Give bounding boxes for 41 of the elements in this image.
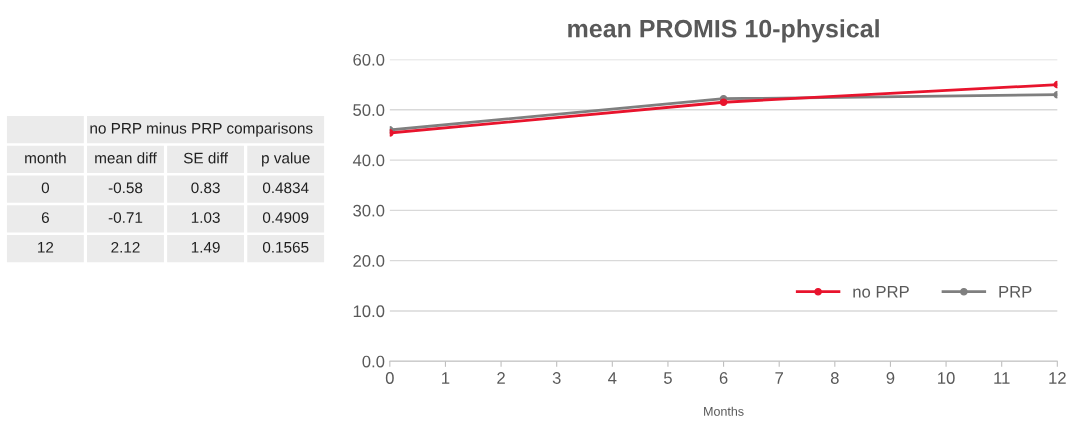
x-axis-title: Months: [704, 406, 744, 416]
text: month: [25, 152, 66, 164]
text: 0.4909: [262, 212, 309, 223]
text: 12: [38, 241, 54, 253]
text: mean diff: [95, 152, 157, 164]
x-tick-label: 5: [663, 372, 672, 384]
text: -0.71: [108, 212, 143, 223]
text: 0.4834: [262, 182, 309, 194]
y-tick-label: 0.0: [362, 355, 385, 368]
x-tick-label: 11: [994, 372, 1010, 384]
y-tick-label: 60.0: [353, 53, 385, 66]
text: 0: [41, 182, 50, 194]
x-tick-label: 1: [442, 372, 450, 384]
legend-label: no PRP: [853, 286, 909, 298]
text: 6: [41, 212, 49, 223]
x-tick-label: 3: [552, 372, 561, 384]
text: 0.83: [191, 182, 220, 194]
y-tick-label: 50.0: [353, 104, 385, 116]
y-tick-label: 40.0: [352, 154, 385, 167]
x-tick-label: 9: [886, 372, 895, 384]
y-tick-label: 30.0: [353, 204, 385, 217]
x-tick-label: 7: [775, 372, 783, 384]
y-tick-label: 10.0: [353, 305, 385, 318]
text: -0.58: [108, 182, 143, 194]
text: SE diff: [183, 152, 228, 164]
x-tick-label: 2: [497, 372, 505, 384]
text: p value: [262, 152, 310, 167]
x-tick-label: 6: [719, 372, 728, 384]
chart-title: mean PROMIS 10-physical: [568, 19, 879, 43]
x-tick-label: 12: [1049, 372, 1066, 384]
x-tick-label: 8: [830, 372, 839, 384]
x-tick-label: 0: [385, 372, 394, 384]
text: 1.49: [191, 241, 220, 253]
y-tick-label: 20.0: [353, 255, 385, 267]
legend-label: PRP: [999, 286, 1032, 298]
text: 2.12: [111, 241, 140, 253]
text: 0.1565: [262, 241, 309, 253]
text: no PRP minus PRP comparisons: [90, 122, 313, 137]
text: 1.03: [191, 212, 220, 223]
x-tick-label: 4: [608, 372, 617, 384]
x-tick-label: 10: [938, 372, 955, 384]
